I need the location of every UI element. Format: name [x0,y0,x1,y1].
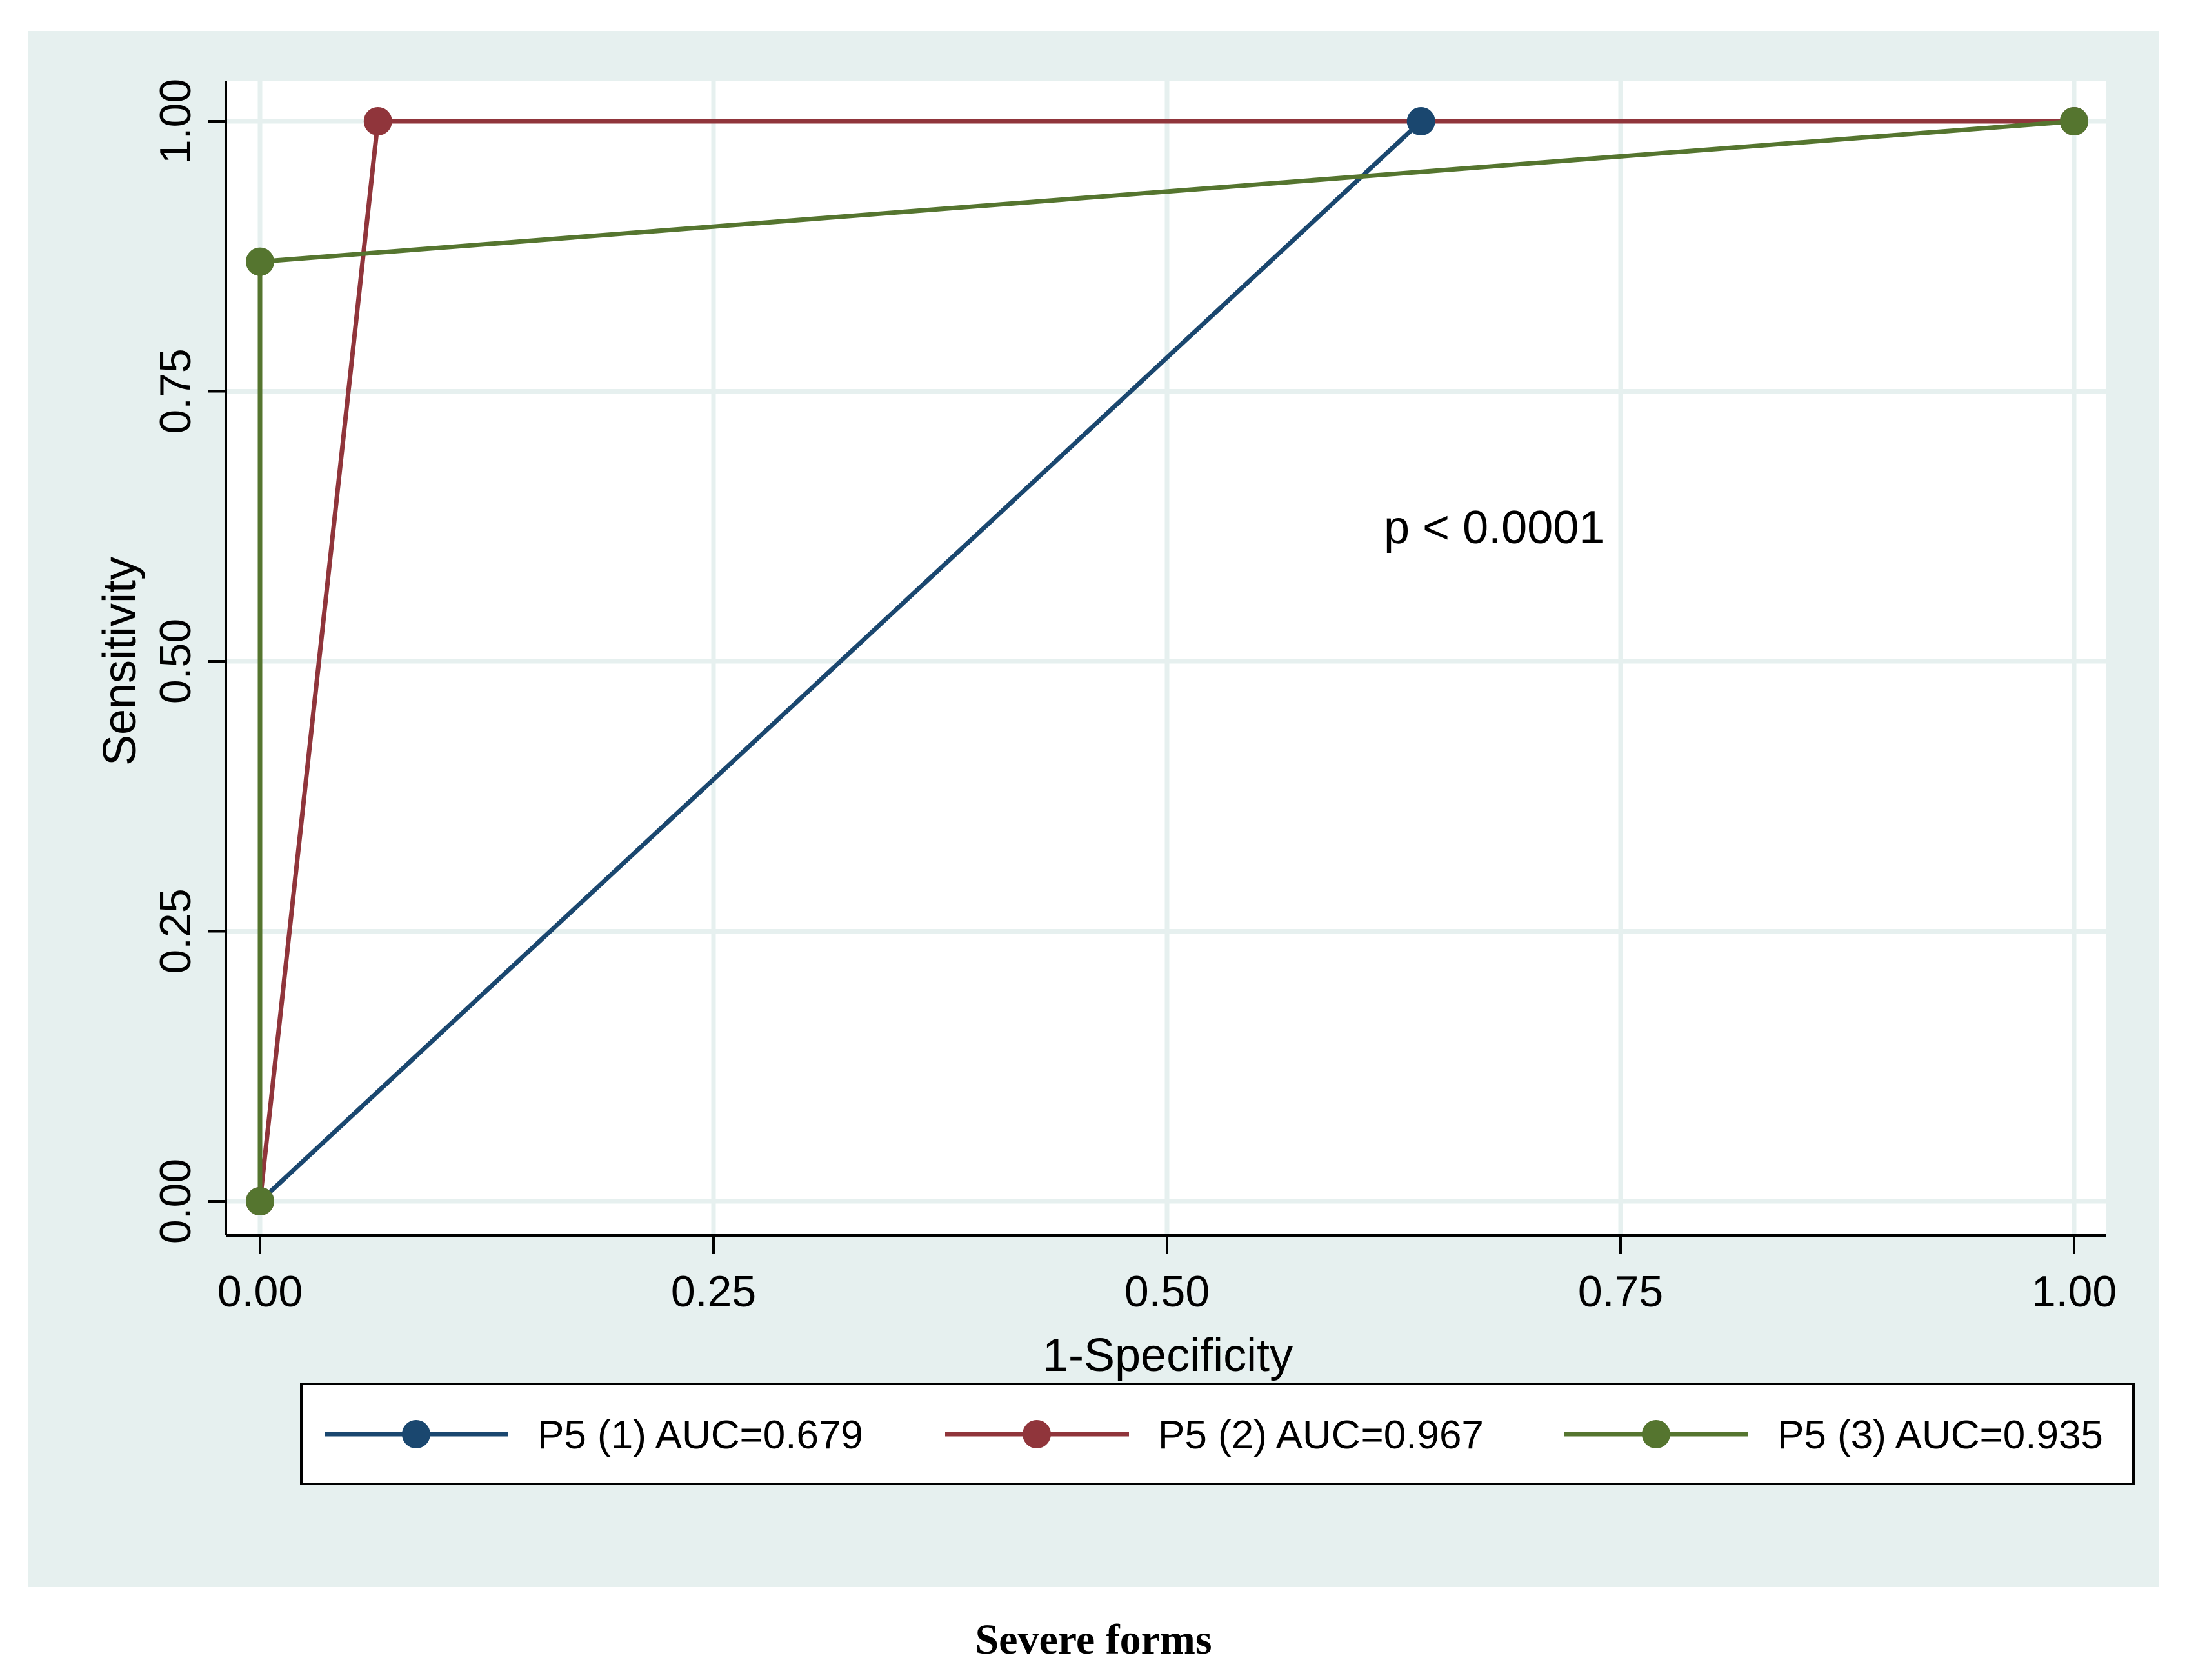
x-tick-label: 0.25 [671,1267,756,1316]
series-point-1 [1406,107,1435,135]
p-value-annotation: p < 0.0001 [1384,502,1604,554]
y-tick-label: 0.50 [151,619,200,704]
axes [208,81,2106,1254]
x-tick-label: 0.75 [1578,1267,1663,1316]
legend-marker-2 [1023,1420,1051,1448]
series-point-2 [363,107,392,135]
figure-caption: Severe forms [975,1616,1212,1663]
x-tick-label: 1.00 [2032,1267,2117,1316]
y-tick-label: 1.00 [151,79,200,164]
legend-label-3: P5 (3) AUC=0.935 [1777,1413,2103,1457]
x-axis-title: 1-Specificity [1043,1330,1293,1381]
y-tick-label: 0.00 [151,1159,200,1244]
series-markers [246,107,2088,1215]
legend-box [300,1383,2135,1485]
series-point-3 [246,247,274,276]
legend: P5 (1) AUC=0.679 P5 (2) AUC=0.967 P5 (3) A… [300,1383,2135,1485]
y-tick-label: 0.25 [151,888,200,974]
legend-marker-1 [402,1420,430,1448]
grid-lines [226,81,2106,1235]
y-axis-title: Sensitivity [94,557,146,766]
legend-marker-3 [1642,1420,1670,1448]
x-tick-label: 0.00 [217,1267,303,1316]
legend-label-2: P5 (2) AUC=0.967 [1158,1413,1484,1457]
x-tick-label: 0.50 [1124,1267,1210,1316]
series-point-3 [2060,107,2088,135]
legend-label-1: P5 (1) AUC=0.679 [537,1413,863,1457]
y-tick-label: 0.75 [151,348,200,434]
series-point-3 [246,1187,274,1215]
tick-labels: 0.00 0.25 0.50 0.75 1.00 0.00 0.25 0.50 0.75 1.00 [151,79,2117,1316]
